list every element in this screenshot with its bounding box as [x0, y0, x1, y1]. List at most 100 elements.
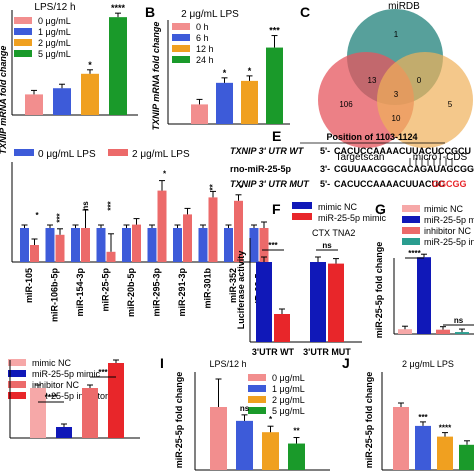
panel-h-legend-swatch [8, 359, 26, 366]
panel-e-prime: 3'- [320, 164, 330, 174]
panel-d-sig: * [239, 184, 243, 193]
panel-d-bar-0ug [20, 228, 29, 262]
venn-mirdb-microt: 0 [417, 76, 422, 85]
panel-j-ylabel: miR-25-5p fold change [364, 372, 374, 469]
panel-d-bar-0ug [96, 228, 106, 262]
panel-i-legend-label: 2 μg/mL [272, 395, 305, 405]
venn-microt-label: microT-CDS [413, 152, 468, 163]
panel-b-legend-swatch [172, 23, 190, 30]
panel-d-bar-2ug [157, 190, 167, 262]
panel-e-letter: E [272, 128, 281, 144]
panel-d-bar-2ug [259, 228, 269, 262]
panel-d-bar-2ug [132, 224, 141, 262]
panel-i-ylabel: miR-25-5p fold change [174, 372, 184, 469]
panel-h-bar [82, 388, 98, 438]
panel-d-bar-2ug [183, 214, 192, 262]
panel-a-sig: * [88, 60, 92, 70]
panel-a-sig: **** [111, 3, 126, 13]
panel-d-bar-0ug [198, 228, 208, 262]
panel-b-legend-swatch [172, 56, 190, 63]
panel-b-legend-label: 12 h [196, 44, 214, 54]
panel-e-prime: 5'- [320, 146, 330, 156]
panel-j-sig: **** [439, 424, 452, 433]
panel-d-bar-0ug [224, 228, 233, 262]
panel-d-legend-label: 2 μg/mL LPS [132, 149, 190, 160]
panel-a-legend-label: 1 μg/mL [38, 27, 71, 37]
panel-i-bar [262, 432, 279, 470]
panel-e-position: Position of 1103-1124 [326, 132, 417, 142]
panel-d-bar-0ug [173, 228, 182, 262]
panel-g-legend-label: miR-25-5p inhibitor [424, 237, 474, 247]
panel-d-tick-label: miR-105 [24, 268, 34, 303]
venn-all: 3 [394, 90, 399, 99]
panel-i-bar [288, 443, 305, 470]
panel-d-tick-label: miR-106b-5p [50, 268, 60, 323]
panel-j-title: 2 μg/mL LPS [402, 359, 454, 369]
panel-a-legend-swatch [14, 28, 32, 35]
panel-b-sig: * [223, 68, 227, 78]
panel-i-sig: * [269, 415, 273, 424]
panel-j-bar [415, 425, 431, 470]
panel-h-legend-swatch [8, 370, 26, 377]
panel-i-legend-swatch [248, 374, 266, 381]
panel-g-legend-label: miR-25-5p mimic [424, 215, 474, 225]
panel-g-ylabel: miR-25-5p fold change [374, 242, 384, 339]
venn-targetscan-label: Targetscan [336, 152, 385, 163]
panel-b-title: 2 μg/mL LPS [181, 9, 239, 20]
panel-f-bar [328, 263, 344, 342]
panel-f-legend-label: miR-25-5p mimic [318, 213, 387, 223]
panel-d-sig: *** [56, 212, 65, 222]
panel-h-legend-label: miR-25-5p mimic [32, 369, 101, 379]
panel-g-legend-swatch [402, 216, 420, 223]
panel-e-row-label: rno-miR-25-5p [230, 164, 292, 174]
panel-b-sig: * [248, 66, 252, 76]
panel-a-legend-swatch [14, 17, 32, 24]
panel-a-bar [53, 88, 71, 115]
panel-g-bar [417, 257, 431, 334]
panel-a-bar [25, 94, 43, 115]
panel-b-legend-swatch [172, 45, 190, 52]
panel-f-bar [256, 262, 272, 342]
panel-d-tick-label: miR-154-3p [75, 267, 85, 316]
venn-targetscan-microt: 10 [392, 114, 401, 123]
panel-h-legend-swatch [8, 392, 26, 399]
panel-a-bar [109, 17, 127, 115]
panel-i-letter: I [160, 355, 164, 371]
panel-d-bar-2ug [208, 197, 218, 262]
panel-g-bar [436, 329, 450, 334]
panel-b-ylabel: TXNIP mRNA fold change [151, 22, 161, 131]
panel-h-bar [108, 363, 124, 438]
panel-f-legend-swatch [292, 213, 312, 220]
panel-i-bar [236, 420, 253, 470]
panel-f-title: CTX TNA2 [312, 228, 355, 238]
panel-f-legend-label: mimic NC [318, 202, 357, 212]
venn-targetscan-only: 106 [339, 100, 353, 109]
panel-h-legend-label: miR-25-5p inhibitor [32, 391, 108, 401]
panel-f-legend-swatch [292, 202, 312, 209]
panel-i-legend-label: 5 μg/mL [272, 406, 305, 416]
panel-f-sig-label: *** [268, 241, 278, 250]
panel-d-sig: * [163, 170, 167, 179]
panel-f-tick-label: 3'UTR WT [252, 347, 295, 357]
panel-g-legend-swatch [402, 238, 420, 245]
panel-j-bar [393, 407, 409, 470]
panel-i-sig: ** [293, 427, 300, 436]
panel-a-legend-label: 5 μg/mL [38, 49, 71, 59]
venn-microt-only: 5 [448, 100, 453, 109]
panel-d-bar-0ug [147, 228, 157, 262]
panel-g-legend-swatch [402, 205, 420, 212]
panel-f-bar [310, 262, 326, 342]
panel-d-tick-label: miR-291-3p [177, 267, 187, 316]
panel-h-legend-label: mimic NC [32, 358, 71, 368]
panel-b-sig: *** [269, 26, 280, 36]
panel-e-prime: 5'- [320, 179, 330, 189]
panel-b-legend-label: 6 h [196, 33, 209, 43]
panel-i-legend-label: 1 μg/mL [272, 384, 305, 394]
panel-e-row-label: TXNIP 3' UTR MUT [230, 179, 310, 189]
panel-d-bar-0ug [45, 228, 55, 262]
panel-i-bar [210, 407, 227, 470]
panel-b-legend-label: 24 h [196, 55, 214, 65]
venn-mirdb-targetscan: 13 [368, 76, 377, 85]
panel-i-title: LPS/12 h [209, 359, 246, 369]
